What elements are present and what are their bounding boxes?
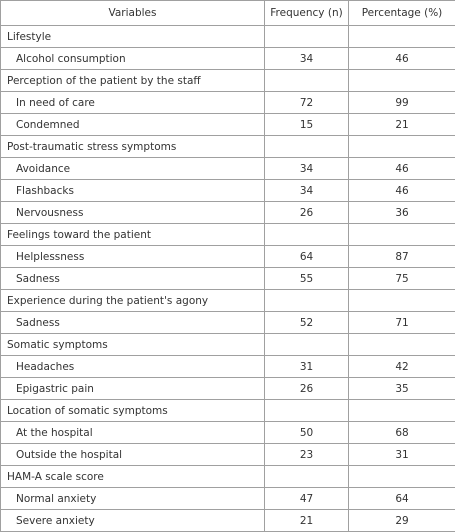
percentage-cell: 75 bbox=[349, 268, 455, 290]
empty-cell bbox=[265, 466, 349, 488]
column-header: Variables bbox=[1, 1, 265, 26]
empty-cell bbox=[265, 136, 349, 158]
section-label: Lifestyle bbox=[1, 26, 265, 48]
variable-label: Nervousness bbox=[1, 202, 265, 224]
frequency-cell: 55 bbox=[265, 268, 349, 290]
variable-label: Normal anxiety bbox=[1, 488, 265, 510]
variable-label: In need of care bbox=[1, 92, 265, 114]
frequency-cell: 34 bbox=[265, 180, 349, 202]
empty-cell bbox=[265, 334, 349, 356]
percentage-cell: 29 bbox=[349, 510, 455, 532]
empty-cell bbox=[265, 224, 349, 246]
percentage-cell: 35 bbox=[349, 378, 455, 400]
section-label: Post-traumatic stress symptoms bbox=[1, 136, 265, 158]
percentage-cell: 21 bbox=[349, 114, 455, 136]
section-label: HAM-A scale score bbox=[1, 466, 265, 488]
frequency-cell: 26 bbox=[265, 202, 349, 224]
percentage-cell: 64 bbox=[349, 488, 455, 510]
section-row: Feelings toward the patient bbox=[1, 224, 455, 246]
empty-cell bbox=[349, 136, 455, 158]
column-header: Percentage (%) bbox=[349, 1, 455, 26]
percentage-cell: 46 bbox=[349, 158, 455, 180]
frequency-cell: 47 bbox=[265, 488, 349, 510]
section-row: HAM-A scale score bbox=[1, 466, 455, 488]
section-row: Post-traumatic stress symptoms bbox=[1, 136, 455, 158]
variable-label: Condemned bbox=[1, 114, 265, 136]
section-row: Somatic symptoms bbox=[1, 334, 455, 356]
percentage-cell: 46 bbox=[349, 48, 455, 70]
variable-label: At the hospital bbox=[1, 422, 265, 444]
percentage-cell: 87 bbox=[349, 246, 455, 268]
percentage-cell: 46 bbox=[349, 180, 455, 202]
empty-cell bbox=[349, 26, 455, 48]
column-header: Frequency (n) bbox=[265, 1, 349, 26]
percentage-cell: 71 bbox=[349, 312, 455, 334]
empty-cell bbox=[265, 26, 349, 48]
empty-cell bbox=[265, 70, 349, 92]
section-row: Perception of the patient by the staff bbox=[1, 70, 455, 92]
frequency-cell: 15 bbox=[265, 114, 349, 136]
frequency-cell: 34 bbox=[265, 48, 349, 70]
empty-cell bbox=[349, 400, 455, 422]
section-label: Location of somatic symptoms bbox=[1, 400, 265, 422]
section-label: Feelings toward the patient bbox=[1, 224, 265, 246]
section-row: Lifestyle bbox=[1, 26, 455, 48]
section-label: Experience during the patient's agony bbox=[1, 290, 265, 312]
variable-label: Epigastric pain bbox=[1, 378, 265, 400]
frequency-cell: 31 bbox=[265, 356, 349, 378]
variable-label: Severe anxiety bbox=[1, 510, 265, 532]
empty-cell bbox=[349, 334, 455, 356]
frequency-cell: 50 bbox=[265, 422, 349, 444]
empty-cell bbox=[265, 290, 349, 312]
variable-label: Outside the hospital bbox=[1, 444, 265, 466]
variable-label: Sadness bbox=[1, 268, 265, 290]
empty-cell bbox=[349, 466, 455, 488]
frequency-cell: 21 bbox=[265, 510, 349, 532]
frequency-cell: 34 bbox=[265, 158, 349, 180]
empty-cell bbox=[349, 224, 455, 246]
frequency-cell: 64 bbox=[265, 246, 349, 268]
variable-label: Flashbacks bbox=[1, 180, 265, 202]
percentage-cell: 42 bbox=[349, 356, 455, 378]
section-row: Location of somatic symptoms bbox=[1, 400, 455, 422]
frequency-cell: 72 bbox=[265, 92, 349, 114]
empty-cell bbox=[349, 70, 455, 92]
frequency-cell: 26 bbox=[265, 378, 349, 400]
variable-label: Sadness bbox=[1, 312, 265, 334]
frequency-cell: 52 bbox=[265, 312, 349, 334]
percentage-cell: 68 bbox=[349, 422, 455, 444]
section-label: Perception of the patient by the staff bbox=[1, 70, 265, 92]
variable-label: Avoidance bbox=[1, 158, 265, 180]
section-row: Experience during the patient's agony bbox=[1, 290, 455, 312]
section-label: Somatic symptoms bbox=[1, 334, 265, 356]
variable-label: Headaches bbox=[1, 356, 265, 378]
empty-cell bbox=[265, 400, 349, 422]
frequency-cell: 23 bbox=[265, 444, 349, 466]
empty-cell bbox=[349, 290, 455, 312]
percentage-cell: 99 bbox=[349, 92, 455, 114]
percentage-cell: 31 bbox=[349, 444, 455, 466]
variable-label: Alcohol consumption bbox=[1, 48, 265, 70]
variable-label: Helplessness bbox=[1, 246, 265, 268]
percentage-cell: 36 bbox=[349, 202, 455, 224]
